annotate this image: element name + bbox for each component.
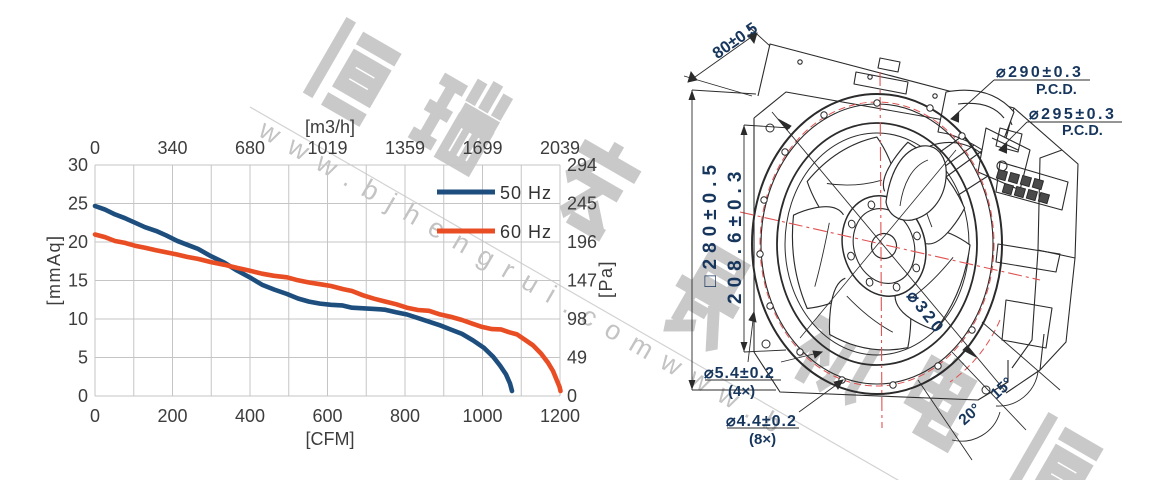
svg-text:294: 294	[567, 155, 597, 175]
svg-text:1699: 1699	[462, 138, 502, 158]
svg-text:1359: 1359	[385, 138, 425, 158]
svg-text:15: 15	[68, 271, 88, 291]
svg-text:20: 20	[68, 232, 88, 252]
svg-text:245: 245	[567, 194, 597, 214]
svg-text:5: 5	[78, 348, 88, 368]
svg-text:1200: 1200	[540, 406, 580, 426]
svg-text:50 Hz: 50 Hz	[500, 183, 552, 203]
svg-text:2039: 2039	[540, 138, 580, 158]
svg-text:[CFM]: [CFM]	[306, 429, 355, 449]
svg-text:(8×): (8×)	[749, 431, 776, 448]
svg-text:[m3/h]: [m3/h]	[305, 117, 355, 137]
svg-text:400: 400	[235, 406, 265, 426]
svg-text:[Pa]: [Pa]	[596, 260, 616, 298]
svg-text:⌀290±0.3: ⌀290±0.3	[996, 64, 1083, 81]
svg-text:98: 98	[567, 309, 587, 329]
svg-text:0: 0	[90, 406, 100, 426]
svg-text:0: 0	[78, 386, 88, 406]
svg-text:1000: 1000	[462, 406, 502, 426]
svg-text:196: 196	[567, 232, 597, 252]
svg-text:⌀5.4±0.2: ⌀5.4±0.2	[704, 365, 775, 382]
svg-text:49: 49	[567, 348, 587, 368]
svg-text:⌀295±0.3: ⌀295±0.3	[1029, 106, 1116, 123]
svg-text:□280±0.5: □280±0.5	[700, 159, 721, 287]
svg-text:0: 0	[567, 386, 577, 406]
svg-text:147: 147	[567, 271, 597, 291]
svg-text:208.6±0.3: 208.6±0.3	[725, 166, 746, 304]
svg-text:P.C.D.: P.C.D.	[1062, 123, 1103, 139]
svg-text:600: 600	[312, 406, 342, 426]
svg-text:1019: 1019	[307, 138, 347, 158]
svg-text:200: 200	[157, 406, 187, 426]
svg-text:⌀4.4±0.2: ⌀4.4±0.2	[726, 413, 797, 430]
svg-text:800: 800	[390, 406, 420, 426]
svg-text:30: 30	[68, 155, 88, 175]
svg-text:10: 10	[68, 309, 88, 329]
svg-text:[mmAq]: [mmAq]	[44, 234, 64, 305]
svg-text:0: 0	[90, 138, 100, 158]
svg-text:P.C.D.: P.C.D.	[1036, 82, 1077, 98]
svg-text:(4×): (4×)	[728, 383, 755, 400]
svg-text:60 Hz: 60 Hz	[500, 222, 552, 242]
svg-text:340: 340	[157, 138, 187, 158]
svg-text:680: 680	[235, 138, 265, 158]
svg-text:25: 25	[68, 194, 88, 214]
